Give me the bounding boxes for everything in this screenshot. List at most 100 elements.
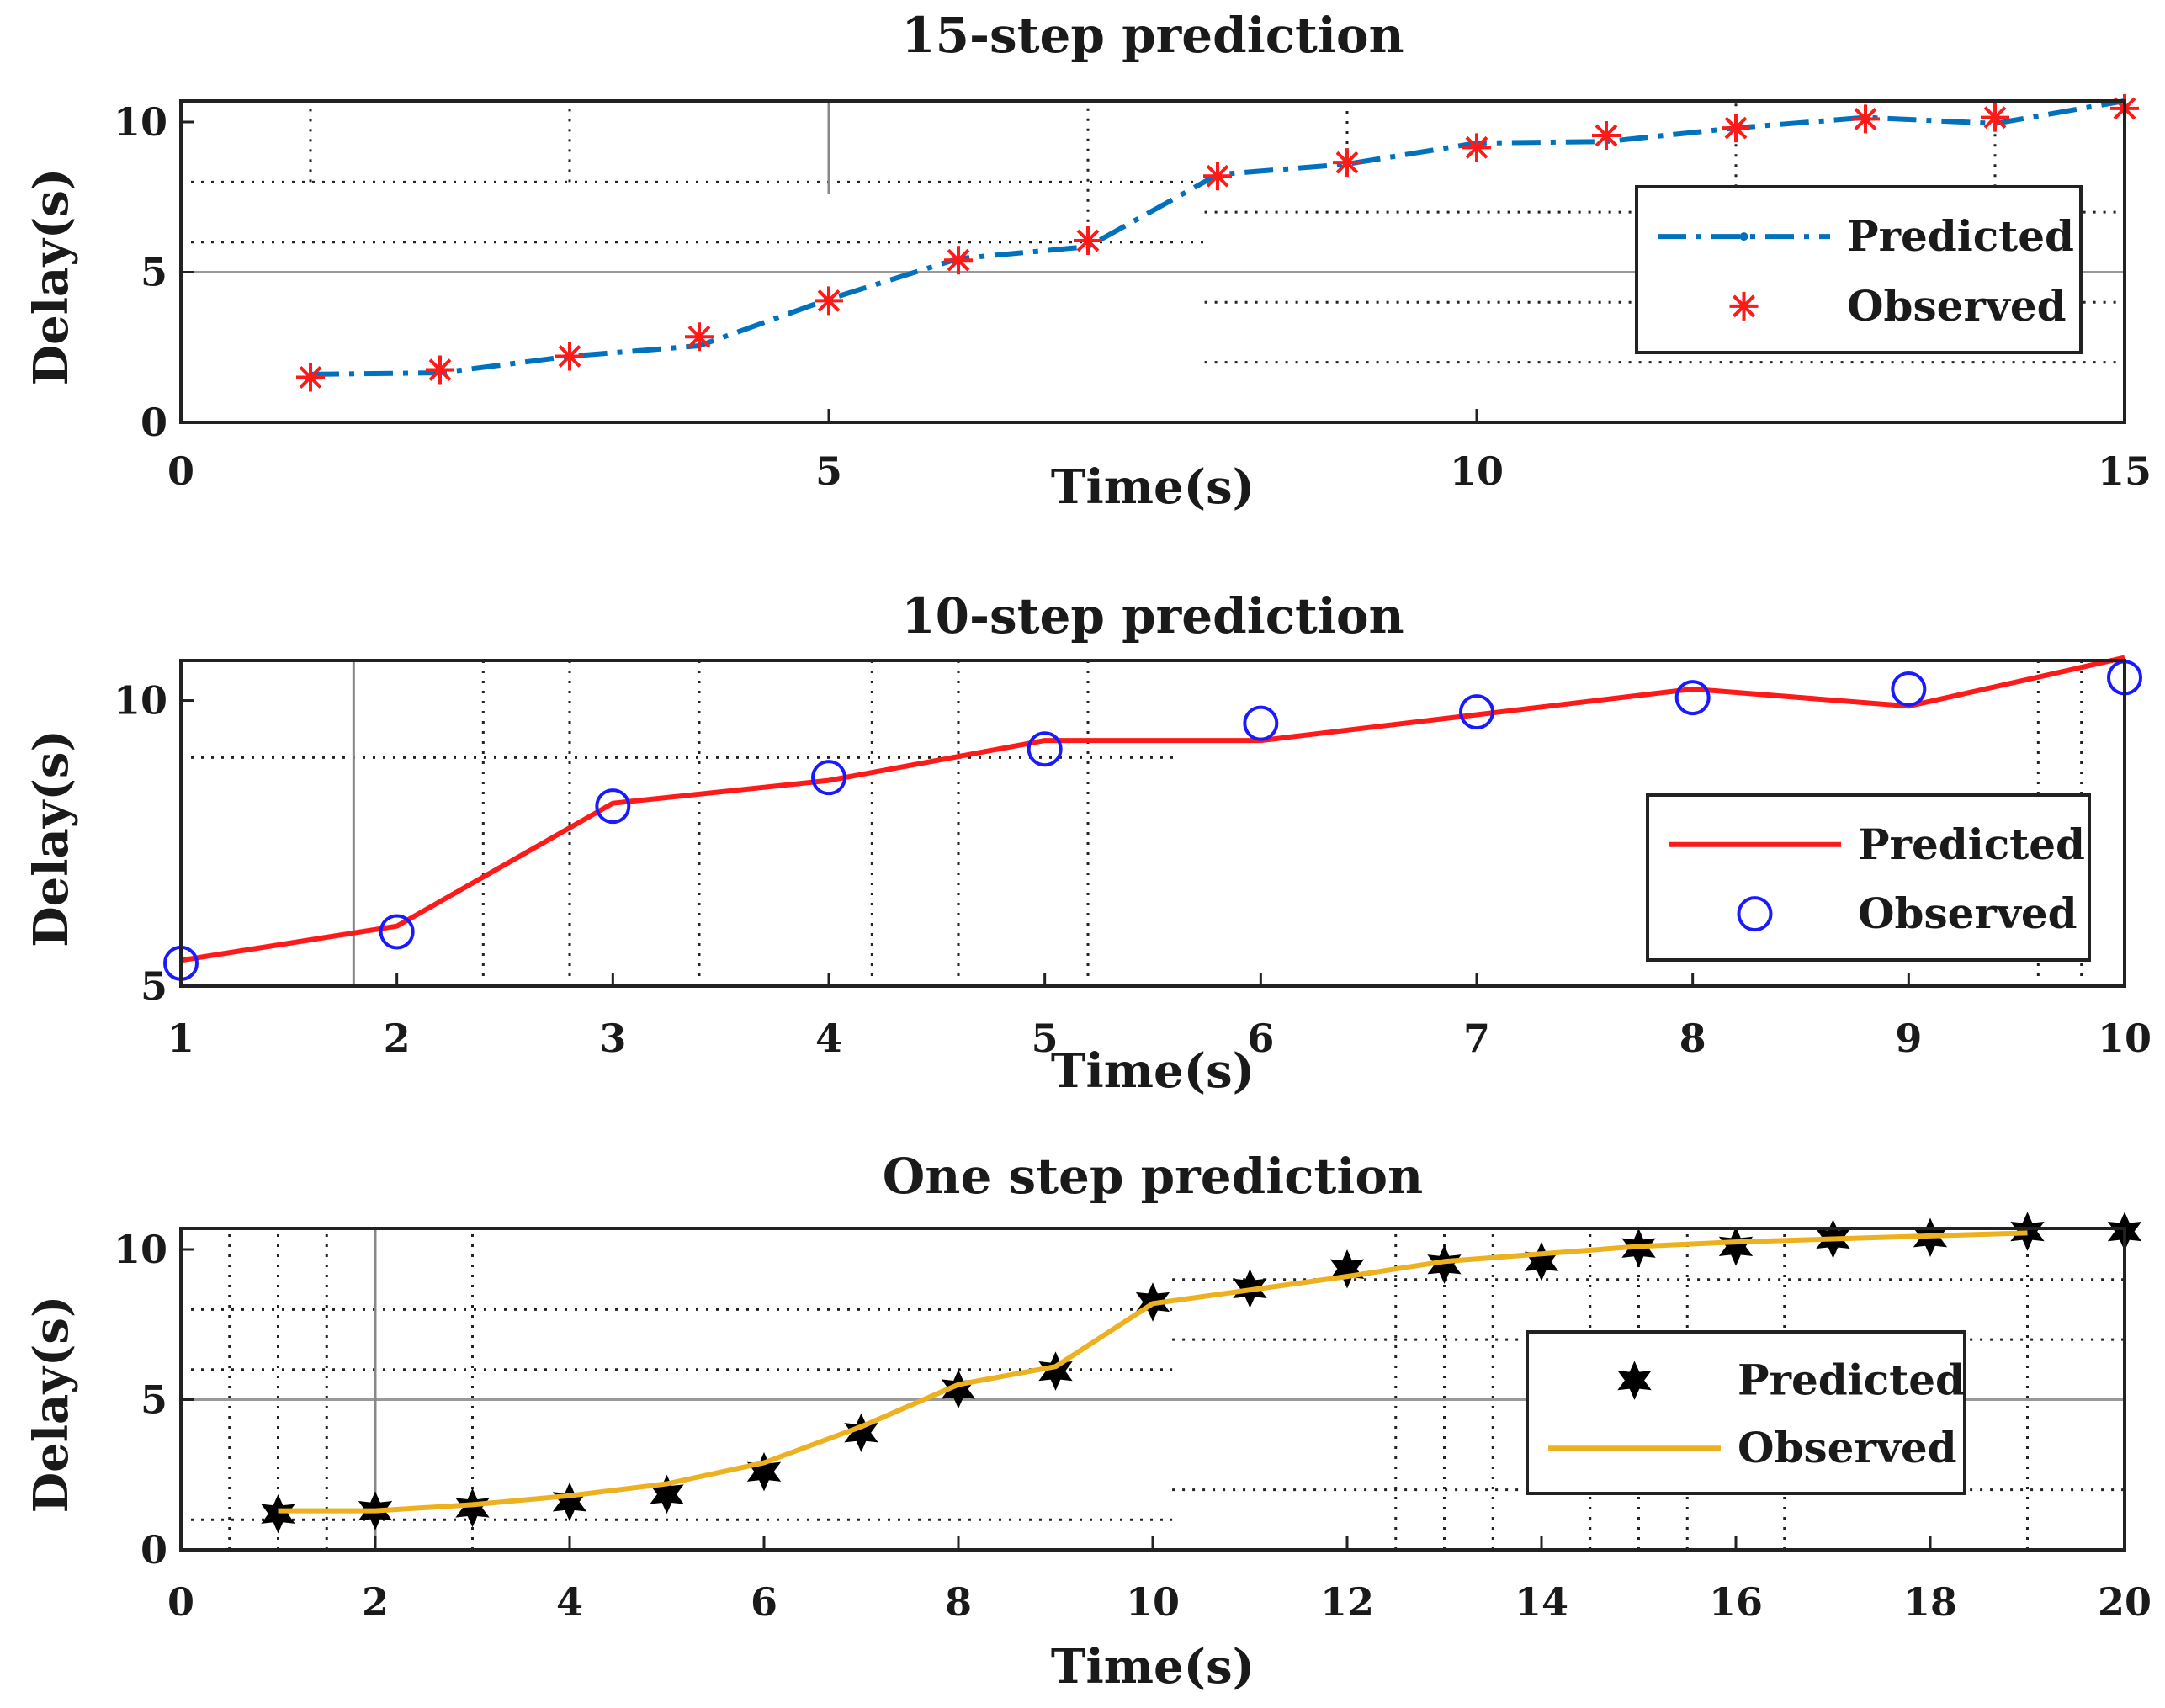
data-point-predicted	[1427, 1244, 1462, 1285]
data-point-observed	[1981, 103, 2009, 132]
x-tick-label: 20	[2098, 1579, 2152, 1625]
data-point-observed	[296, 363, 325, 392]
data-point-predicted	[746, 1451, 782, 1492]
chart-title: One step prediction	[883, 1148, 1423, 1205]
data-point-predicted	[552, 1482, 587, 1522]
data-point-observed	[1462, 133, 1491, 162]
chart-3: 0 2 4 6 8 10 12 14 16 18 20 0 5 10 One step prediction…	[24, 1148, 2152, 1695]
x-axis-label: Time(s)	[1051, 1043, 1255, 1099]
data-point-predicted	[1718, 1227, 1754, 1266]
plot-area-frame	[179, 659, 2126, 988]
data-point-observed	[815, 286, 843, 316]
data-point-observed	[595, 788, 631, 825]
x-axis-label: Time(s)	[1051, 459, 1255, 515]
x-tick-label: 10	[1450, 448, 1504, 494]
legend-box	[1646, 793, 2091, 962]
legend-swatch-predicted	[1617, 1361, 1652, 1400]
legend-label-observed: Observed	[1738, 1423, 1957, 1472]
x-tick-label: 18	[1903, 1579, 1957, 1625]
y-tick-label: 10	[114, 1227, 167, 1272]
legend-box	[1635, 185, 2083, 354]
x-tick-label: 5	[1032, 1016, 1059, 1061]
series-line-observed	[278, 1230, 2028, 1514]
x-tick-label: 6	[751, 1579, 777, 1625]
x-tick-label: 10	[2098, 1016, 2152, 1061]
y-tick-label: 5	[141, 249, 167, 294]
legend-label-predicted: Predicted	[1847, 211, 2074, 261]
x-tick-label: 10	[1126, 1579, 1180, 1625]
legend: Predicted Observed	[1635, 185, 2083, 354]
data-point-observed	[1891, 671, 1927, 707]
data-point-observed	[1203, 162, 1232, 191]
data-point-observed	[1592, 121, 1621, 151]
plot-area-frame	[179, 99, 2126, 424]
data-point-observed	[1851, 104, 1880, 134]
y-tick-label: 0	[141, 1527, 167, 1573]
x-tick-label: 0	[167, 1579, 194, 1625]
x-axis-label: Time(s)	[1051, 1639, 1255, 1695]
y-tick-label: 5	[141, 1376, 167, 1422]
legend: Predicted Observed	[1526, 1330, 1966, 1495]
x-tick-label: 14	[1515, 1579, 1568, 1625]
data-point-observed	[1243, 705, 1279, 741]
y-tick-label: 10	[114, 678, 167, 724]
data-point-predicted	[844, 1413, 878, 1453]
chart-1: 0 5 10 15 0 5 10 15-step prediction Time(s) Delay…	[24, 7, 2152, 515]
x-tick-label: 3	[599, 1016, 626, 1061]
y-tick-label: 0	[141, 400, 167, 445]
data-point-predicted	[455, 1488, 490, 1528]
chart-title: 10-step prediction	[901, 587, 1404, 644]
x-tick-label: 12	[1320, 1579, 1374, 1625]
data-point-observed	[811, 760, 846, 796]
x-tick-label: 8	[945, 1579, 972, 1625]
y-axis-label: Delay(s)	[24, 168, 79, 386]
x-tick-label: 2	[384, 1016, 411, 1061]
x-tick-label: 8	[1679, 1016, 1706, 1061]
plot-area-frame	[179, 1227, 2126, 1552]
data-point-observed	[685, 322, 714, 352]
data-point-observed	[1674, 680, 1711, 716]
legend-label-predicted: Predicted	[1738, 1355, 1965, 1405]
x-tick-label: 4	[556, 1579, 583, 1625]
x-tick-label: 2	[362, 1579, 389, 1625]
data-point-observed	[379, 914, 415, 950]
data-point-observed	[1333, 148, 1361, 178]
data-point-predicted	[261, 1493, 295, 1534]
x-tick-label: 9	[1895, 1016, 1922, 1061]
x-tick-label: 1	[167, 1016, 194, 1061]
data-point-predicted	[1329, 1249, 1365, 1289]
legend-swatch-dot	[1739, 232, 1748, 241]
legend-label-observed: Observed	[1858, 888, 2077, 938]
x-tick-label: 6	[1247, 1016, 1274, 1061]
legend-swatch-observed	[1729, 291, 1759, 321]
y-axis-label: Delay(s)	[24, 729, 79, 947]
data-point-observed	[1027, 731, 1063, 767]
y-tick-label: 5	[141, 963, 167, 1009]
legend: Predicted Observed	[1646, 793, 2091, 962]
data-point-observed	[944, 246, 973, 275]
data-point-predicted	[1038, 1351, 1073, 1391]
chart-2: 1 2 3 4 5 6 7 8 9 10 5 10 10-step prediction Time(s) D…	[24, 587, 2152, 1099]
x-tick-label: 16	[1709, 1579, 1763, 1625]
data-point-predicted	[2010, 1212, 2045, 1251]
x-tick-label: 4	[815, 1016, 842, 1061]
x-tick-label: 5	[815, 448, 842, 494]
y-tick-label: 10	[114, 99, 167, 145]
data-point-observed	[1074, 226, 1102, 256]
y-axis-label: Delay(s)	[24, 1296, 79, 1514]
legend-label-predicted: Predicted	[1858, 820, 2085, 869]
legend-box	[1526, 1330, 1966, 1495]
x-tick-label: 0	[167, 448, 194, 494]
data-point-predicted	[1524, 1242, 1559, 1281]
legend-swatch-observed	[1737, 896, 1773, 932]
chart-title: 15-step prediction	[901, 7, 1404, 64]
data-point-observed	[1459, 694, 1494, 730]
series-line-predicted	[180, 655, 2125, 963]
x-tick-label: 7	[1463, 1016, 1490, 1061]
data-point-observed	[426, 355, 454, 385]
x-tick-label: 15	[2098, 448, 2152, 494]
data-point-observed	[1722, 114, 1750, 143]
legend-label-observed: Observed	[1847, 281, 2067, 331]
data-point-observed	[555, 342, 584, 371]
